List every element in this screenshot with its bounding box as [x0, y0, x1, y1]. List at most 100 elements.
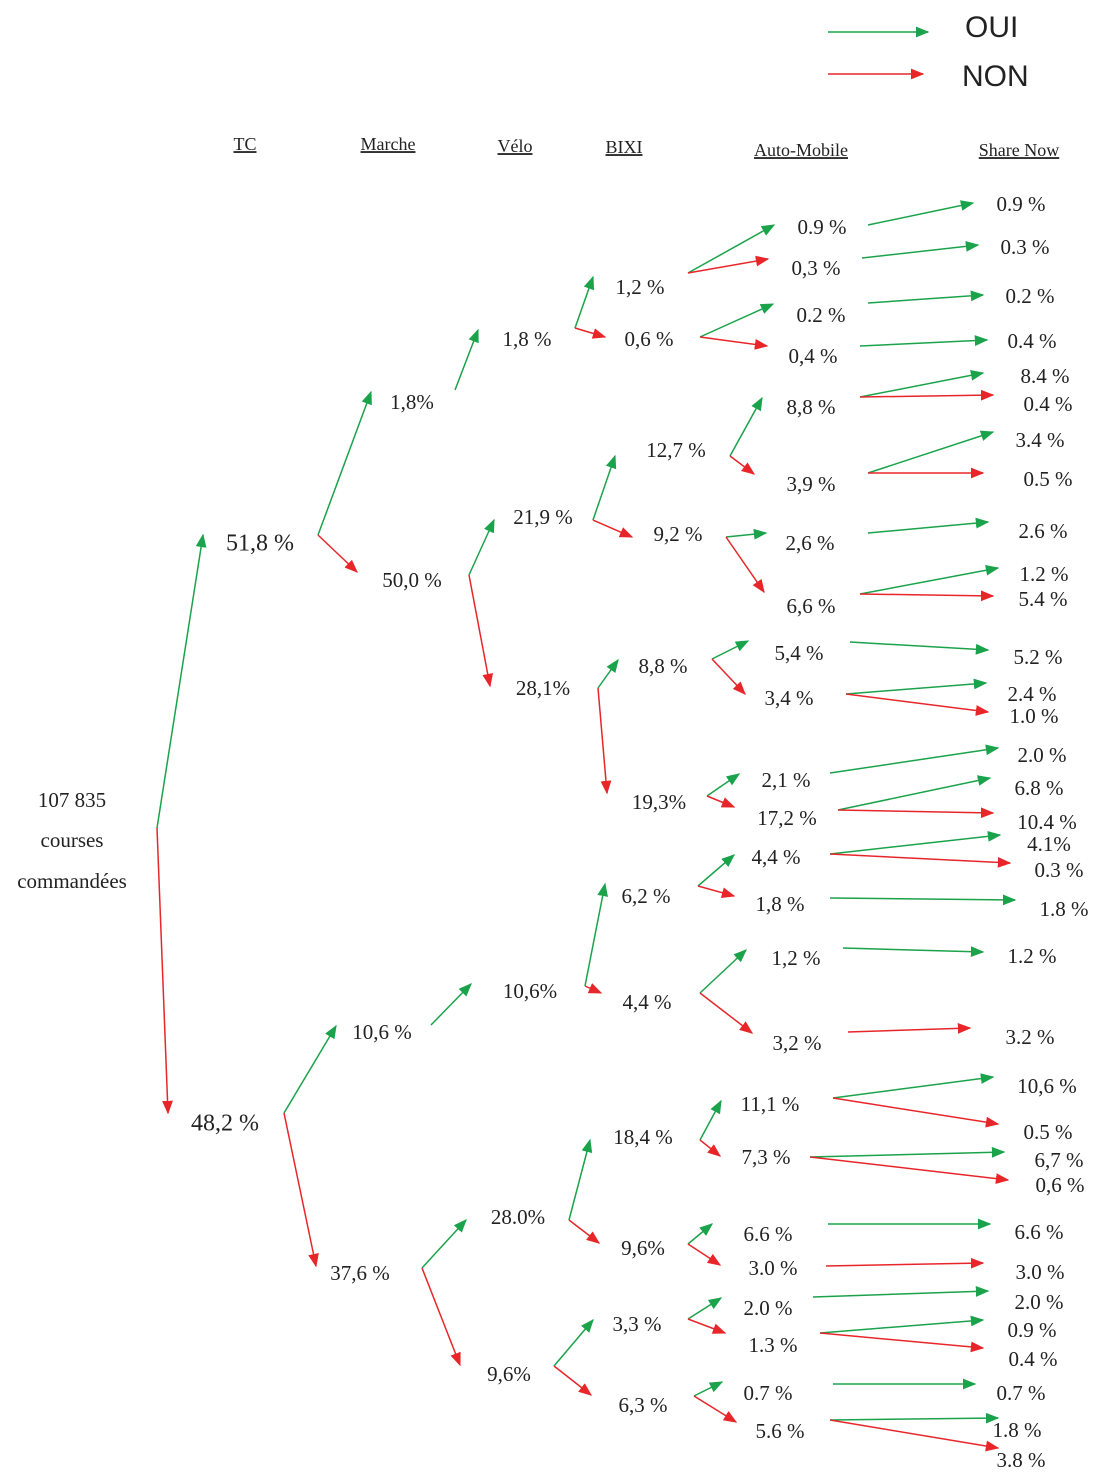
- yes-arrow: [468, 518, 495, 576]
- header: Vélo: [498, 136, 533, 156]
- node-label: 0.9 %: [798, 215, 847, 239]
- node-label: 28.0%: [491, 1205, 545, 1229]
- node-label: 3,9 %: [787, 472, 836, 496]
- yes-arrow: [859, 564, 1000, 595]
- no-arrow: [859, 590, 995, 602]
- legend-yes: OUI: [965, 11, 1018, 44]
- yes-arrow: [584, 882, 608, 987]
- yes-arrow: [867, 290, 985, 304]
- node-label: 3.4 %: [1016, 428, 1065, 452]
- node-label: 4.1%: [1027, 832, 1071, 856]
- yes-arrow: [574, 275, 595, 329]
- node-label: 0.7 %: [744, 1381, 793, 1405]
- node-label: 3.0 %: [1016, 1260, 1065, 1284]
- node-label: 48,2 %: [191, 1111, 259, 1137]
- node-label: 9,6%: [621, 1236, 665, 1260]
- yes-arrow: [568, 1138, 593, 1221]
- node-label: 28,1%: [516, 676, 570, 700]
- yes-arrow: [156, 533, 207, 829]
- no-arrow: [847, 1023, 972, 1034]
- node-label: 1,8 %: [756, 892, 805, 916]
- node-label: 1.2 %: [1020, 562, 1069, 586]
- no-arrow: [421, 1267, 461, 1367]
- yes-arrow: [867, 200, 975, 226]
- no-arrow: [699, 336, 769, 350]
- no-arrow: [568, 1219, 601, 1244]
- node-label: 0.3 %: [1001, 235, 1050, 259]
- no-arrow: [699, 992, 754, 1034]
- node-label: 3.2 %: [1006, 1025, 1055, 1049]
- no-arrow: [553, 1365, 593, 1396]
- node-label: 50,0 %: [382, 568, 442, 592]
- yes-arrow: [699, 949, 747, 994]
- yes-arrow: [706, 773, 741, 797]
- root-label: commandées: [17, 869, 127, 893]
- header: Auto-Mobile: [754, 140, 848, 160]
- node-label: 17,2 %: [757, 806, 817, 830]
- node-label: 0.4 %: [1009, 1347, 1058, 1371]
- node-label: 6,7 %: [1035, 1148, 1084, 1172]
- yes-arrow: [725, 528, 768, 540]
- node-label: 11,1 %: [741, 1092, 800, 1116]
- node-label: 9,6%: [487, 1362, 531, 1386]
- yes-arrow: [829, 744, 1000, 774]
- yes-arrow: [283, 1024, 337, 1114]
- yes-arrow: [812, 1286, 990, 1298]
- no-arrow: [845, 693, 990, 716]
- node-label: 4,4 %: [752, 845, 801, 869]
- node-label: 19,3%: [632, 790, 686, 814]
- node-label: 0,6 %: [625, 327, 674, 351]
- node-label: 3,4 %: [765, 686, 814, 710]
- node-label: 2,6 %: [786, 531, 835, 555]
- node-label: 1,2 %: [616, 275, 665, 299]
- node-label: 0.5 %: [1024, 467, 1073, 491]
- node-label: 3,2 %: [773, 1031, 822, 1055]
- node-label: 1,8 %: [503, 327, 552, 351]
- no-arrow: [809, 1156, 1010, 1184]
- no-arrow: [837, 807, 995, 819]
- node-label: 8.4 %: [1021, 364, 1070, 388]
- node-label: 8,8 %: [787, 395, 836, 419]
- node-label: 12,7 %: [646, 438, 706, 462]
- node-label: 21,9 %: [513, 505, 573, 529]
- node-label: 6,6 %: [787, 594, 836, 618]
- yes-arrow: [837, 775, 992, 811]
- node-label: 5.2 %: [1014, 645, 1063, 669]
- node-label: 2.0 %: [1015, 1290, 1064, 1314]
- node-label: 0.3 %: [1035, 858, 1084, 882]
- header: Share Now: [979, 140, 1059, 160]
- node-label: 0.5 %: [1024, 1120, 1073, 1144]
- node-label: 37,6 %: [330, 1261, 390, 1285]
- yes-arrow: [697, 854, 736, 887]
- yes-arrow: [861, 240, 980, 259]
- node-label: 8,8 %: [639, 654, 688, 678]
- header: Marche: [361, 134, 416, 154]
- node-label: 3.0 %: [749, 1256, 798, 1280]
- node-label: 0,3 %: [792, 256, 841, 280]
- node-label: 10,6 %: [352, 1020, 412, 1044]
- yes-arrow: [809, 1146, 1006, 1158]
- no-arrow: [697, 885, 736, 898]
- node-label: 0.9 %: [997, 192, 1046, 216]
- no-arrow: [687, 1318, 727, 1334]
- no-arrow: [829, 1419, 1000, 1452]
- yes-arrow: [317, 390, 372, 536]
- node-label: 0.9 %: [1008, 1318, 1057, 1342]
- no-arrow: [711, 658, 746, 695]
- yes-arrow: [859, 335, 989, 347]
- yes-arrow: [729, 396, 763, 457]
- yes-arrow: [842, 946, 985, 958]
- node-label: 1.2 %: [1008, 944, 1057, 968]
- node-label: 2.4 %: [1008, 682, 1057, 706]
- node-label: 2.0 %: [1018, 743, 1067, 767]
- yes-arrow: [597, 658, 619, 689]
- node-label: 6,2 %: [622, 884, 671, 908]
- node-label: 0.4 %: [1024, 392, 1073, 416]
- node-label: 3.8 %: [997, 1448, 1046, 1472]
- no-arrow: [859, 389, 995, 401]
- yes-arrow: [829, 894, 1017, 906]
- yes-arrow: [430, 983, 472, 1026]
- yes-arrow: [687, 1297, 723, 1320]
- node-label: 10.4 %: [1017, 810, 1077, 834]
- no-arrow: [317, 534, 358, 573]
